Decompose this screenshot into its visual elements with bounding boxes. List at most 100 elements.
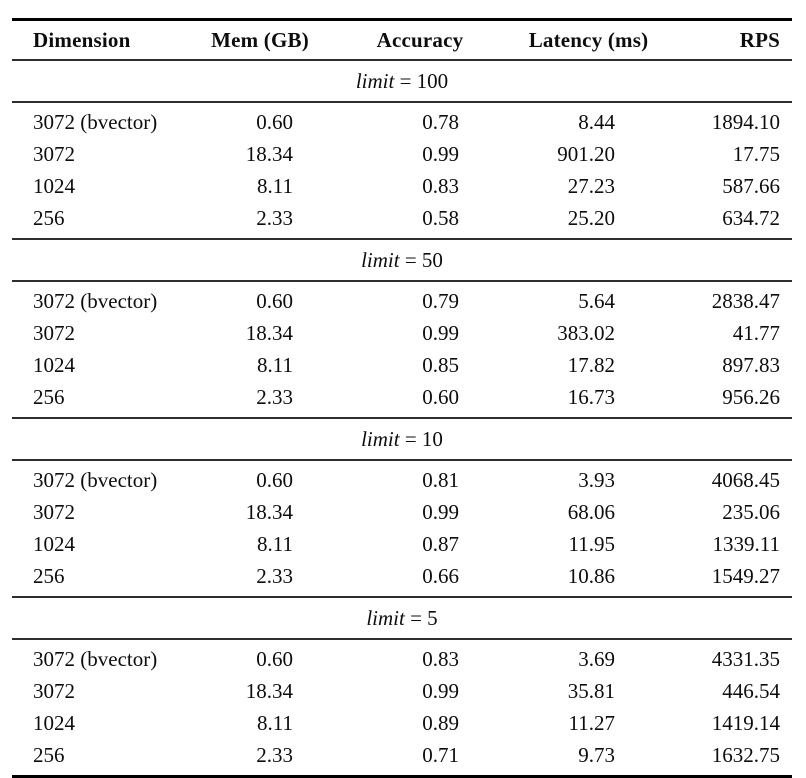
cell-rps: 1339.11 <box>712 531 780 556</box>
cell-latency: 383.02 <box>557 320 615 345</box>
cell-rps: 634.72 <box>722 205 780 230</box>
cell-latency: 3.93 <box>578 467 615 492</box>
section-limit-5: limit = 5 3072 (bvector) 0.60 0.83 3.69 … <box>12 596 792 777</box>
cell-latency: 25.20 <box>567 205 615 230</box>
cell-mem: 0.60 <box>256 288 293 313</box>
section-label-variable: limit <box>366 605 405 630</box>
cell-accuracy: 0.99 <box>422 678 459 703</box>
table-row: 3072 18.34 0.99 68.06 235.06 <box>12 496 792 528</box>
cell-mem: 2.33 <box>256 742 293 767</box>
cell-dimension: 3072 (bvector) <box>33 109 158 134</box>
col-header-accuracy: Accuracy <box>376 27 464 52</box>
cell-accuracy: 0.89 <box>422 710 459 735</box>
section-label: limit = 100 <box>12 59 792 103</box>
cell-latency: 11.95 <box>568 531 615 556</box>
col-header-mem: Mem (GB) <box>211 27 309 52</box>
table-row: 256 2.33 0.58 25.20 634.72 <box>12 202 792 239</box>
section-label: limit = 10 <box>12 417 792 461</box>
cell-rps: 235.06 <box>722 499 780 524</box>
cell-rps: 41.77 <box>732 320 780 345</box>
section-limit-10: limit = 10 3072 (bvector) 0.60 0.81 3.93… <box>12 417 792 597</box>
cell-latency: 27.23 <box>567 173 615 198</box>
cell-mem: 18.34 <box>245 678 293 703</box>
table-row: 1024 8.11 0.87 11.95 1339.11 <box>12 528 792 560</box>
cell-mem: 0.60 <box>256 467 293 492</box>
table-row: 256 2.33 0.60 16.73 956.26 <box>12 381 792 418</box>
cell-rps: 2838.47 <box>711 288 780 313</box>
cell-mem: 2.33 <box>256 384 293 409</box>
cell-latency: 8.44 <box>578 109 615 134</box>
cell-dimension: 256 <box>33 742 65 767</box>
table-row: 256 2.33 0.66 10.86 1549.27 <box>12 560 792 597</box>
section-header-row: limit = 5 <box>12 596 792 640</box>
section-label-variable: limit <box>355 68 395 93</box>
cell-dimension: 3072 <box>33 320 75 345</box>
benchmark-table: Dimension Mem (GB) Accuracy Latency (ms)… <box>12 18 792 778</box>
cell-dimension: 1024 <box>33 531 75 556</box>
cell-dimension: 1024 <box>33 173 75 198</box>
section-label-variable: limit <box>361 426 400 451</box>
cell-accuracy: 0.81 <box>422 467 459 492</box>
header-row: Dimension Mem (GB) Accuracy Latency (ms)… <box>12 20 792 61</box>
section-header-row: limit = 50 <box>12 238 792 282</box>
cell-mem: 2.33 <box>256 205 293 230</box>
section-limit-100: limit = 100 3072 (bvector) 0.60 0.78 8.4… <box>12 59 792 239</box>
table-row: 3072 (bvector) 0.60 0.78 8.44 1894.10 <box>12 102 792 138</box>
cell-latency: 901.20 <box>557 141 615 166</box>
cell-latency: 5.64 <box>578 288 615 313</box>
cell-mem: 18.34 <box>245 141 293 166</box>
cell-mem: 8.11 <box>257 173 293 198</box>
cell-accuracy: 0.79 <box>422 288 459 313</box>
cell-accuracy: 0.99 <box>422 320 459 345</box>
cell-dimension: 256 <box>33 205 65 230</box>
section-label-variable: limit <box>361 247 400 272</box>
section-label-value: = 5 <box>410 605 438 630</box>
cell-accuracy: 0.83 <box>422 173 459 198</box>
table-row: 3072 (bvector) 0.60 0.81 3.93 4068.45 <box>12 460 792 496</box>
cell-rps: 1894.10 <box>711 109 780 134</box>
cell-accuracy: 0.87 <box>422 531 459 556</box>
col-header-rps: RPS <box>739 27 780 52</box>
section-label: limit = 50 <box>12 238 792 282</box>
cell-mem: 8.11 <box>257 352 293 377</box>
cell-latency: 68.06 <box>567 499 615 524</box>
cell-accuracy: 0.60 <box>422 384 459 409</box>
section-header-row: limit = 100 <box>12 59 792 103</box>
table-row: 1024 8.11 0.89 11.27 1419.14 <box>12 707 792 739</box>
table-row: 3072 18.34 0.99 383.02 41.77 <box>12 317 792 349</box>
cell-dimension: 3072 (bvector) <box>33 646 158 671</box>
section-limit-50: limit = 50 3072 (bvector) 0.60 0.79 5.64… <box>12 238 792 418</box>
table-row: 1024 8.11 0.85 17.82 897.83 <box>12 349 792 381</box>
cell-rps: 897.83 <box>722 352 780 377</box>
cell-rps: 4331.35 <box>711 646 780 671</box>
cell-rps: 446.54 <box>722 678 780 703</box>
table-row: 3072 18.34 0.99 35.81 446.54 <box>12 675 792 707</box>
table-row: 3072 18.34 0.99 901.20 17.75 <box>12 138 792 170</box>
table-row: 3072 (bvector) 0.60 0.79 5.64 2838.47 <box>12 281 792 317</box>
section-label-value: = 100 <box>399 68 449 93</box>
cell-dimension: 1024 <box>33 710 75 735</box>
cell-mem: 2.33 <box>256 563 293 588</box>
section-label-value: = 50 <box>404 247 443 272</box>
cell-dimension: 256 <box>33 384 65 409</box>
table-row: 3072 (bvector) 0.60 0.83 3.69 4331.35 <box>12 639 792 675</box>
cell-accuracy: 0.78 <box>422 109 459 134</box>
cell-accuracy: 0.99 <box>422 499 459 524</box>
cell-latency: 11.27 <box>568 710 615 735</box>
cell-accuracy: 0.83 <box>422 646 459 671</box>
benchmark-table-figure: Dimension Mem (GB) Accuracy Latency (ms)… <box>12 18 792 778</box>
cell-latency: 17.82 <box>567 352 615 377</box>
cell-rps: 1632.75 <box>711 742 780 767</box>
cell-mem: 18.34 <box>245 320 293 345</box>
cell-mem: 8.11 <box>257 710 293 735</box>
cell-accuracy: 0.99 <box>422 141 459 166</box>
section-header-row: limit = 10 <box>12 417 792 461</box>
section-label: limit = 5 <box>12 596 792 640</box>
cell-dimension: 3072 <box>33 678 75 703</box>
cell-accuracy: 0.71 <box>422 742 459 767</box>
cell-rps: 4068.45 <box>711 467 780 492</box>
cell-dimension: 3072 <box>33 141 75 166</box>
cell-rps: 1549.27 <box>711 563 780 588</box>
cell-latency: 3.69 <box>578 646 615 671</box>
cell-rps: 17.75 <box>732 141 780 166</box>
